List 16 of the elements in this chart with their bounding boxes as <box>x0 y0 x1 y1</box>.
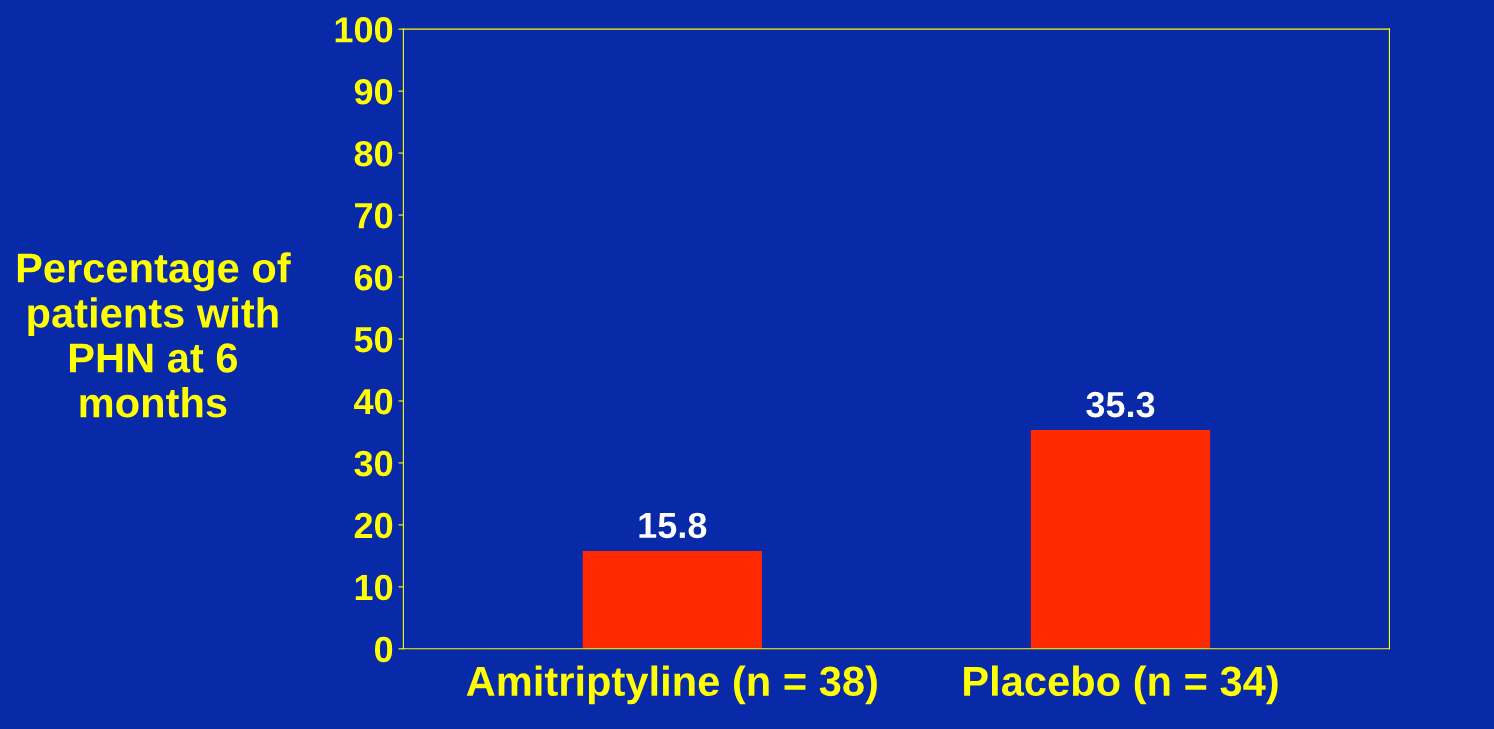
x-tick-label: Placebo (n = 34) <box>964 665 1278 705</box>
y-tick-label: 100 <box>335 17 393 43</box>
y-tick-label: 50 <box>354 326 393 353</box>
y-axis-title: Percentage of patients with PHN at 6 months <box>17 252 291 418</box>
y-tick-label: 90 <box>354 78 393 105</box>
y-tick-label: 80 <box>354 140 393 167</box>
y-tick-label: 70 <box>355 202 393 229</box>
x-tick-label: Amitriptyline (n = 38) <box>466 665 877 705</box>
y-tick-label: 60 <box>354 264 393 291</box>
data-label: 35.3 <box>1086 391 1155 418</box>
y-tick-label: 10 <box>355 574 393 601</box>
y-tick-label: 30 <box>354 450 393 477</box>
y-tick-label: 20 <box>354 512 393 539</box>
y-tick-label: 40 <box>354 388 393 415</box>
data-label: 15.8 <box>639 512 707 539</box>
y-tick-label: 0 <box>375 636 393 663</box>
